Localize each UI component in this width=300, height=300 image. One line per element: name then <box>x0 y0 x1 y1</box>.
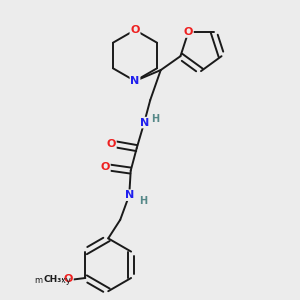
Text: CH₃: CH₃ <box>43 275 62 284</box>
Text: H: H <box>151 114 159 124</box>
Text: N: N <box>130 76 140 86</box>
Text: O: O <box>100 162 110 172</box>
Text: methoxy: methoxy <box>34 277 71 286</box>
Text: O: O <box>64 274 73 284</box>
Text: N: N <box>124 190 134 200</box>
Text: H: H <box>139 196 147 206</box>
Text: O: O <box>130 25 140 35</box>
Text: O: O <box>184 27 193 37</box>
Text: N: N <box>140 118 149 128</box>
Text: O: O <box>106 139 116 148</box>
